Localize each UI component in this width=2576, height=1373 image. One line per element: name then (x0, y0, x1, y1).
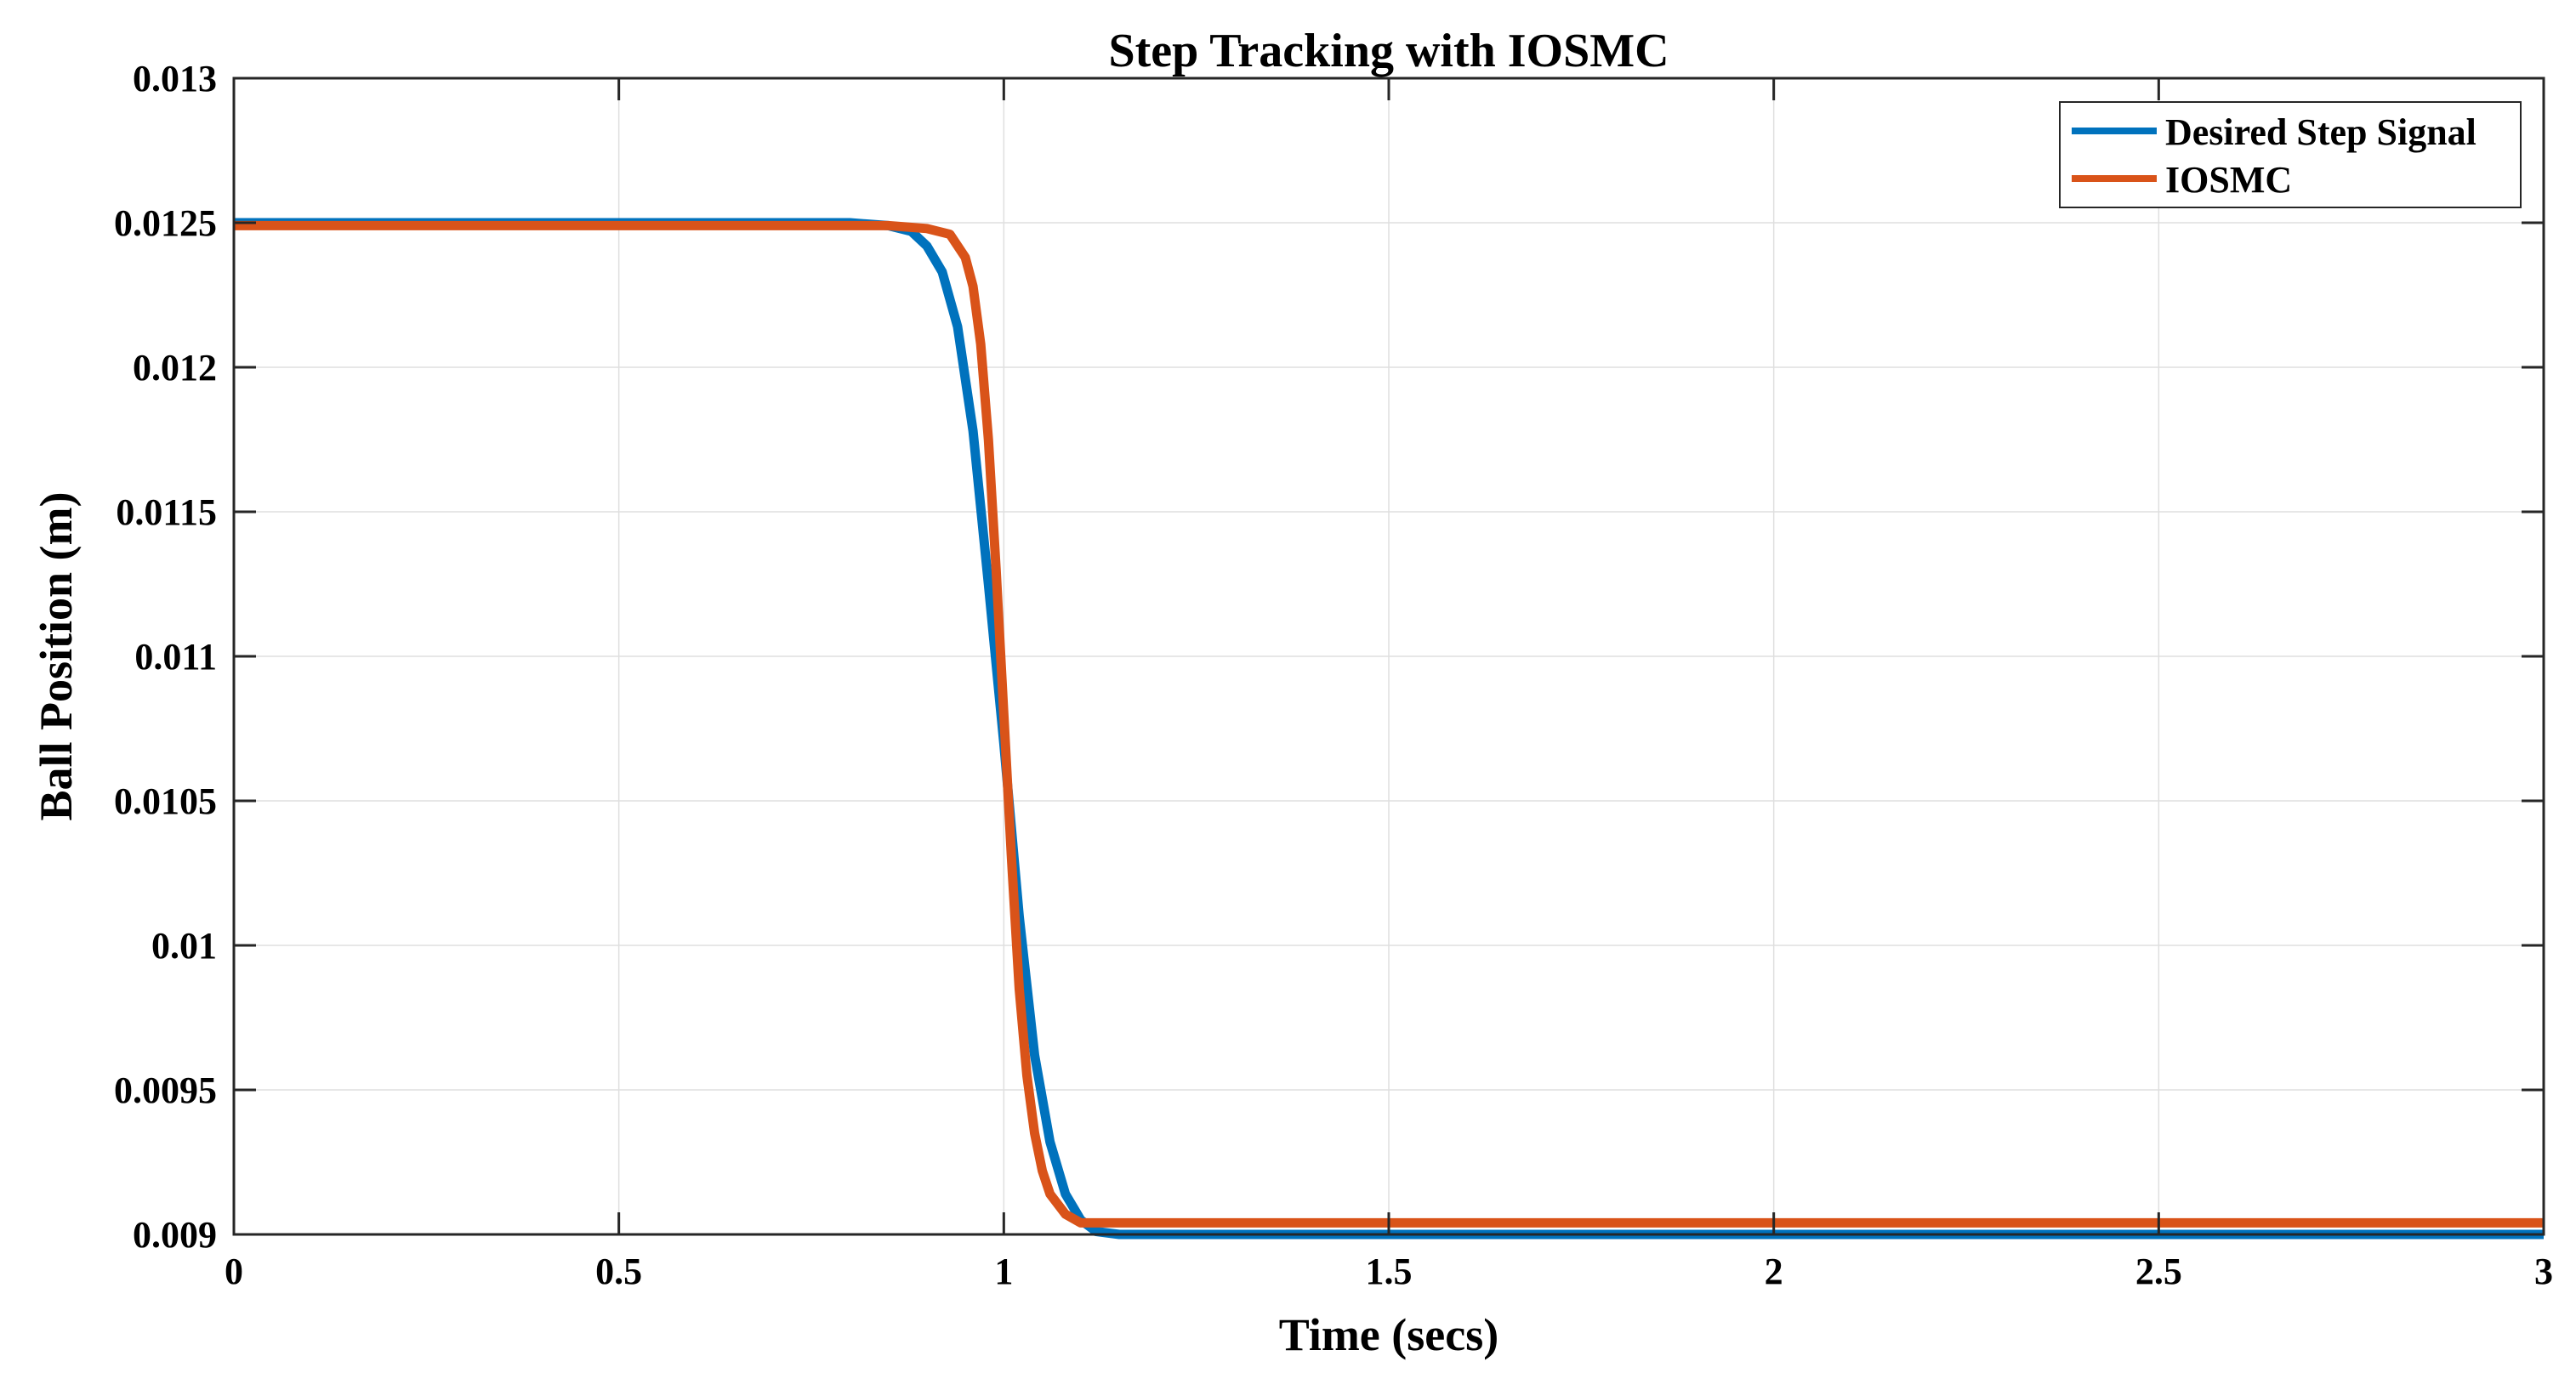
legend-label-iosmc: IOSMC (2165, 159, 2292, 201)
tick-labels: 0 0.5 1 1.5 2 2.5 3 0.009 0.0095 0.01 0.0105 0.011 0… (114, 58, 2553, 1292)
x-tick-label: 2.5 (2135, 1251, 2182, 1292)
series-line-iosmc (234, 220, 2544, 1228)
x-tick-label: 0 (225, 1251, 243, 1292)
y-tick-label: 0.011 (134, 636, 217, 678)
x-tick-label: 2 (1765, 1251, 1783, 1292)
y-tick-label: 0.0095 (114, 1069, 217, 1111)
y-tick-label: 0.01 (151, 925, 217, 967)
x-tick-label: 0.5 (595, 1251, 642, 1292)
x-tick-label: 3 (2534, 1251, 2553, 1292)
chart-title: Step Tracking with IOSMC (1108, 25, 1669, 77)
legend-label-desired-step-signal: Desired Step Signal (2165, 111, 2476, 153)
y-tick-label: 0.0105 (114, 780, 217, 822)
y-tick-label: 0.009 (133, 1214, 217, 1256)
x-axis-title: Time (secs) (1279, 1309, 1498, 1360)
x-tick-label: 1.5 (1366, 1251, 1413, 1292)
x-tick-label: 1 (994, 1251, 1013, 1292)
legend-box (2059, 101, 2522, 208)
y-tick-label: 0.012 (133, 347, 217, 389)
y-tick-label: 0.013 (133, 58, 217, 99)
y-tick-label: 0.0125 (114, 202, 217, 244)
y-tick-label: 0.0115 (116, 491, 217, 533)
ticks (232, 77, 2545, 1236)
legend: Desired Step Signal IOSMC (2059, 101, 2522, 208)
y-axis-title: Ball Position (m) (31, 492, 82, 821)
